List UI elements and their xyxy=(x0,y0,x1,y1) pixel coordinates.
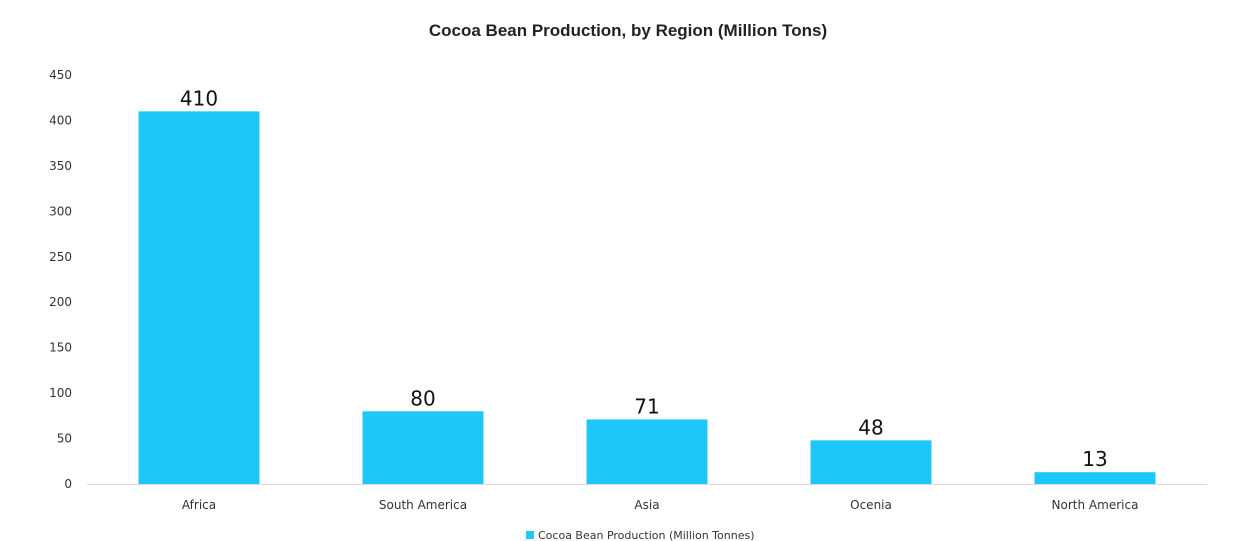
y-tick-label: 100 xyxy=(49,386,72,400)
y-tick-label: 400 xyxy=(49,113,72,127)
chart-title: Cocoa Bean Production, by Region (Millio… xyxy=(429,21,827,40)
y-tick-label: 150 xyxy=(49,341,72,355)
bar-value-label: 71 xyxy=(634,394,659,418)
bar xyxy=(810,440,932,484)
y-tick-label: 350 xyxy=(49,159,72,173)
x-tick-label: Asia xyxy=(634,498,659,512)
bar xyxy=(586,419,708,484)
x-tick-label: Africa xyxy=(182,498,216,512)
bar xyxy=(138,111,260,484)
x-tick-label: North America xyxy=(1052,498,1139,512)
y-tick-label: 50 xyxy=(57,432,72,446)
legend-swatch xyxy=(526,531,534,539)
y-axis: 0 50 100 150 200 250 300 350 400 450 xyxy=(49,68,72,491)
legend: Cocoa Bean Production (Million Tonnes) xyxy=(526,529,755,541)
bar-value-label: 410 xyxy=(180,86,218,110)
data-labels-group: 410 80 71 48 13 xyxy=(180,86,1108,471)
x-tick-label: South America xyxy=(379,498,467,512)
y-tick-label: 0 xyxy=(64,477,72,491)
x-axis: Africa South America Asia Ocenia North Ameri… xyxy=(87,484,1207,512)
y-tick-label: 250 xyxy=(49,250,72,264)
bar xyxy=(1034,472,1156,484)
bar xyxy=(362,411,484,484)
bar-value-label: 13 xyxy=(1082,447,1107,471)
y-tick-label: 300 xyxy=(49,204,72,218)
y-tick-label: 200 xyxy=(49,295,72,309)
bar-value-label: 80 xyxy=(410,386,435,410)
y-tick-label: 450 xyxy=(49,68,72,82)
bar-value-label: 48 xyxy=(858,415,883,439)
bars-group xyxy=(138,111,1156,484)
legend-label: Cocoa Bean Production (Million Tonnes) xyxy=(538,529,755,541)
x-tick-label: Ocenia xyxy=(850,498,892,512)
